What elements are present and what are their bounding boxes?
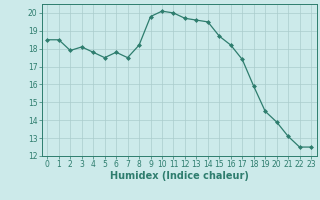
X-axis label: Humidex (Indice chaleur): Humidex (Indice chaleur)	[110, 171, 249, 181]
